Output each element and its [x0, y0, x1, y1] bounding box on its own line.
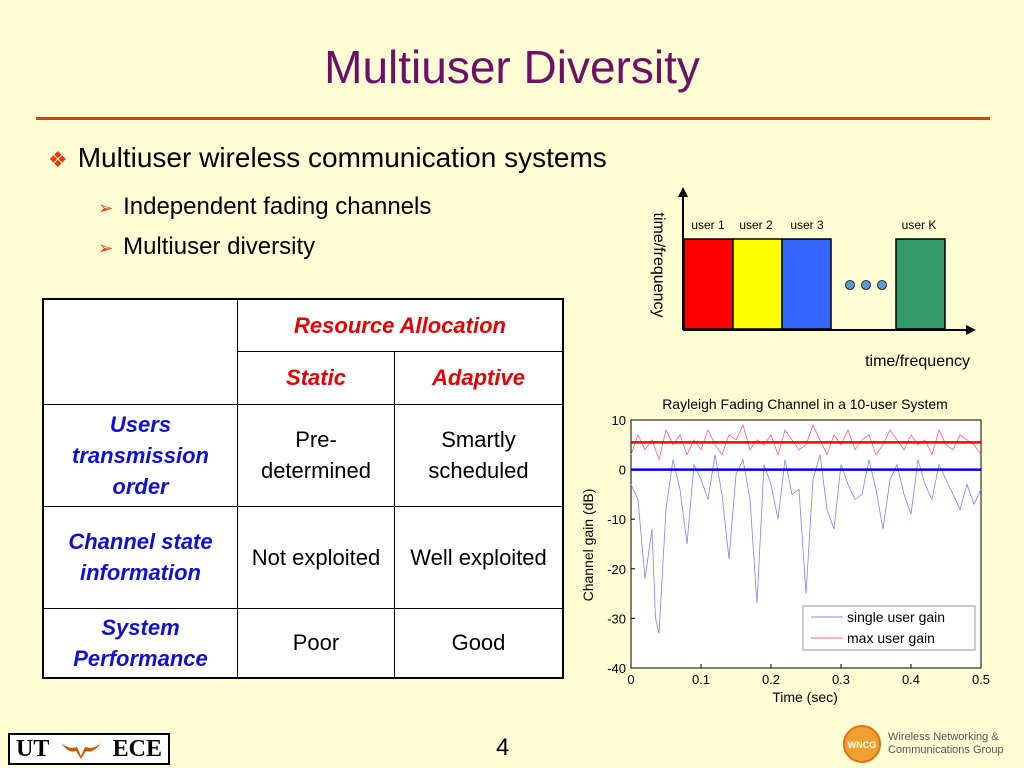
legend-box — [802, 605, 976, 651]
x-tick-label: 0.5 — [972, 672, 990, 687]
wncg-logo: WNCG Wireless Networking & Communication… — [842, 724, 1024, 764]
user-1-block — [683, 238, 734, 330]
logo-ece-text: ECE — [112, 735, 162, 762]
ellipsis-dot — [861, 280, 871, 290]
cell-adaptive: Smartly scheduled — [394, 403, 564, 507]
logo-ut-text: UT — [16, 735, 50, 762]
legend-label-single: single user gain — [847, 609, 945, 625]
table-row: Users transmission order Pre-determined … — [42, 403, 564, 507]
ellipsis-dot — [877, 280, 887, 290]
bullet-sub-1: ➢ Independent fading channels — [98, 193, 431, 221]
table-corner-cell — [42, 298, 238, 405]
cell-static: Poor — [237, 607, 395, 679]
user-2-block — [732, 238, 783, 330]
user-k-label: user K — [902, 218, 937, 232]
cell-static: Pre-determined — [237, 403, 395, 507]
cell-adaptive: Good — [394, 607, 564, 679]
slide-title: Multiuser Diversity — [324, 41, 700, 93]
wncg-group-name: Wireless Networking & Communications Gro… — [888, 731, 1024, 757]
chart-y-label: Channel gain (dB) — [580, 489, 596, 602]
x-tick-label: 0.1 — [692, 672, 710, 687]
y-tick-label: 10 — [612, 413, 626, 428]
user-3-label: user 3 — [790, 218, 824, 232]
arrow-bullet-icon: ➢ — [98, 238, 114, 258]
bullet-sub-2-text: Multiuser diversity — [123, 233, 316, 260]
ut-ece-logo: UT ECE — [8, 733, 170, 765]
series-line-single-user-gain — [630, 454, 982, 634]
bullet-sub-2: ➢ Multiuser diversity — [98, 233, 315, 261]
chart-legend: single user gain max user gain — [802, 605, 976, 651]
wncg-badge-text: WNCG — [848, 740, 877, 750]
header-static: Static — [237, 350, 395, 405]
user-k-block — [895, 238, 946, 330]
y-tick-label: -10 — [607, 512, 626, 527]
bullet-main-text: Multiuser wireless communication systems — [77, 142, 607, 173]
y-tick-label: -40 — [607, 661, 626, 676]
wncg-line-1: Wireless Networking & — [888, 731, 999, 743]
diamond-bullet-icon: ❖ — [48, 147, 68, 172]
cell-static: Not exploited — [237, 505, 395, 609]
table-row: System Performance Poor Good — [42, 607, 564, 679]
table-row: Channel state information Not exploited … — [42, 505, 564, 609]
row-label: Users transmission order — [42, 403, 238, 507]
user-2-label: user 2 — [739, 218, 773, 232]
user-3-block — [781, 238, 832, 330]
cell-adaptive: Well exploited — [394, 505, 564, 609]
arrow-right-icon — [966, 325, 976, 335]
longhorn-icon — [60, 743, 101, 759]
diagram-x-label: time/frequency — [865, 353, 970, 370]
resource-allocation-table: Resource Allocation Static Adaptive User… — [42, 298, 564, 679]
header-adaptive: Adaptive — [394, 350, 564, 405]
legend-label-max: max user gain — [847, 630, 935, 646]
wncg-line-2: Communications Group — [888, 744, 1004, 756]
row-label: Channel state information — [42, 505, 238, 609]
page-number: 4 — [496, 734, 510, 761]
arrow-up-icon — [678, 187, 688, 197]
wncg-badge-icon: WNCG — [843, 725, 881, 763]
bullet-sub-1-text: Independent fading channels — [123, 193, 432, 220]
rayleigh-fading-chart: Rayleigh Fading Channel in a 10-user Sys… — [580, 396, 990, 705]
title-underline — [36, 117, 990, 120]
x-tick-label: 0.2 — [762, 672, 780, 687]
y-tick-label: -30 — [607, 611, 626, 626]
x-tick-label: 0.3 — [832, 672, 850, 687]
user-1-label: user 1 — [691, 218, 725, 232]
x-tick-label: 0 — [627, 672, 634, 687]
row-label: System Performance — [42, 607, 238, 679]
y-tick-label: -20 — [607, 562, 626, 577]
diagram-y-label: time/frequency — [650, 213, 667, 318]
x-tick-label: 0.4 — [902, 672, 920, 687]
ellipsis-dot — [845, 280, 855, 290]
chart-x-label: Time (sec) — [772, 689, 838, 705]
bullet-main: ❖ Multiuser wireless communication system… — [48, 142, 607, 174]
arrow-bullet-icon: ➢ — [98, 198, 114, 218]
chart-title: Rayleigh Fading Channel in a 10-user Sys… — [662, 396, 948, 412]
user-allocation-diagram: user 1 user 2 user 3 user K time/frequen… — [650, 187, 976, 370]
header-resource-allocation: Resource Allocation — [237, 298, 564, 352]
y-tick-label: 0 — [619, 463, 626, 478]
